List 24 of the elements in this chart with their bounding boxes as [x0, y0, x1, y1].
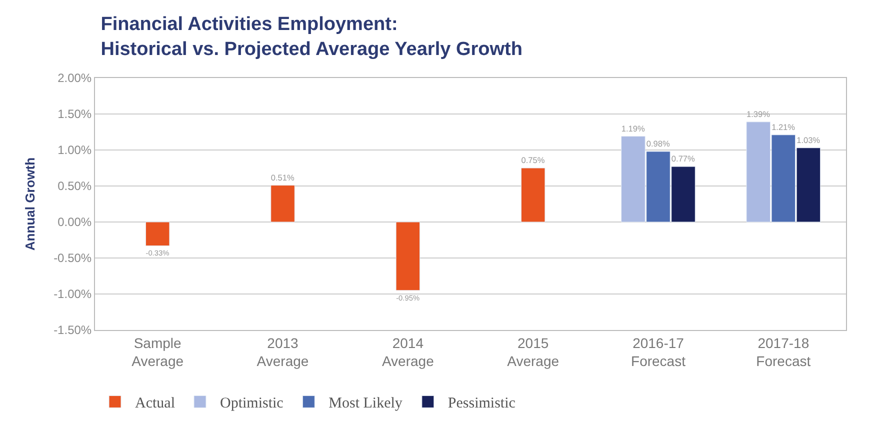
- bar: [396, 222, 420, 291]
- x-tick-label: 2016-17 Forecast: [631, 334, 686, 369]
- y-tick-label: -1.50%: [54, 323, 92, 338]
- x-tick-label: 2015 Average: [507, 334, 560, 369]
- legend-label: Actual: [135, 396, 175, 412]
- y-axis-title: Annual Growth: [22, 157, 38, 251]
- y-tick-label: 0.50%: [58, 179, 92, 194]
- y-tick-label: 0.00%: [58, 215, 92, 230]
- bar: [270, 185, 295, 222]
- x-tick-label: 2013 Average: [256, 334, 309, 369]
- y-tick-label: 1.50%: [58, 107, 92, 122]
- x-tick-label: Sample Average: [132, 334, 184, 369]
- bar: [145, 222, 170, 246]
- y-tick-label: 2.00%: [58, 71, 92, 86]
- y-tick-label: -1.00%: [54, 287, 92, 302]
- legend-label: Most Likely: [328, 396, 403, 412]
- y-tick-label: 1.00%: [58, 143, 92, 158]
- chart-title: Financial Activities Employment: Historical vs. Projected Average Yearly Growth: [100, 14, 522, 60]
- y-tick-label: -0.50%: [54, 251, 92, 266]
- legend-label: Pessimistic: [448, 396, 516, 412]
- legend-label: Optimistic: [220, 396, 284, 412]
- bar: [520, 168, 546, 222]
- x-tick-label: 2017-18 Forecast: [756, 334, 811, 369]
- x-tick-label: 2014 Average: [382, 334, 434, 369]
